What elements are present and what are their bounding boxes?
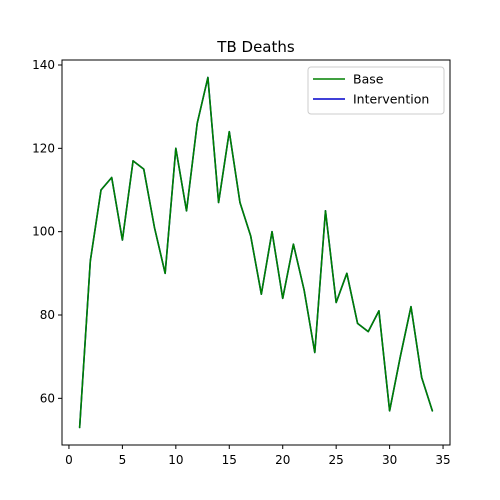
x-tick-label: 35 (435, 453, 450, 467)
x-tick-label: 15 (222, 453, 237, 467)
y-tick-label: 60 (40, 391, 55, 405)
axes-frame (61, 59, 451, 446)
x-tick-label: 5 (119, 453, 127, 467)
legend-label: Base (353, 72, 384, 87)
x-tick-label: 20 (275, 453, 290, 467)
series-line-base (78, 76, 434, 429)
x-tick-label: 10 (168, 453, 183, 467)
x-tick-label: 25 (329, 453, 344, 467)
chart-title: TB Deaths (216, 38, 295, 56)
y-tick-label: 100 (32, 225, 55, 239)
legend-label: Intervention (353, 92, 429, 107)
x-tick-label: 30 (382, 453, 397, 467)
y-tick-label: 120 (32, 141, 55, 155)
series-line-intervention (78, 76, 434, 429)
legend: Base Intervention (307, 66, 445, 115)
y-tick-label: 80 (40, 308, 55, 322)
y-tick-label: 140 (32, 58, 55, 72)
x-tick-label: 0 (65, 453, 73, 467)
plot-area: 0 5 10 15 20 25 30 35 60 80 100 120 140 Base Intervent… (32, 58, 451, 467)
